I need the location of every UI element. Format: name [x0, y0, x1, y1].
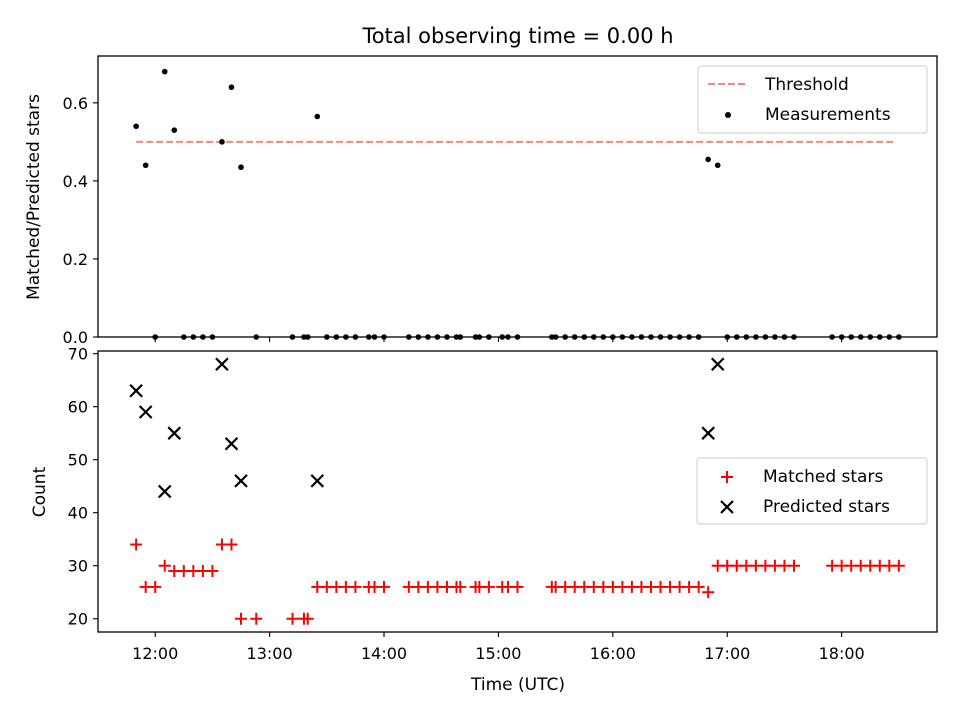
matched-stars-point [482, 580, 495, 593]
matched-stars-point [149, 580, 162, 593]
measurements-point [714, 162, 721, 169]
x-tick-label: 12:00 [132, 644, 178, 663]
matched-stars-point [301, 612, 314, 625]
predicted-stars-point [167, 426, 182, 440]
bottom-y-tick-label: 50 [68, 451, 88, 470]
x-tick-label: 14:00 [361, 644, 407, 663]
x-axis-label: Time (UTC) [470, 675, 565, 695]
predicted-stars-point [224, 437, 239, 451]
legend-predicted-label: Predicted stars [763, 497, 890, 517]
x-tick-label: 17:00 [704, 644, 750, 663]
measurements-point [171, 127, 178, 133]
measurements-point [133, 123, 139, 130]
measurements-point [142, 162, 149, 169]
measurements-point [161, 68, 168, 75]
bottom-legend-frame [696, 457, 928, 525]
bottom-panel: 20 30 40 50 60 70 12:00 13:00 14:00 15:00 16:00 17:… [68, 345, 938, 663]
measurements-point [228, 84, 235, 91]
bottom-y-tick-label: 40 [68, 504, 88, 523]
bottom-y-tick-label: 70 [68, 345, 88, 364]
legend-measurements-label: Measurements [765, 105, 891, 125]
bottom-y-tick-label: 20 [68, 610, 88, 629]
chart-title: Total observing time = 0.00 h [361, 24, 673, 48]
measurements-point [219, 139, 225, 145]
matched-stars-point [349, 580, 362, 593]
predicted-stars-point [310, 474, 325, 488]
top-legend-frame [697, 65, 928, 134]
top-y-tick-label: 0.0 [63, 328, 88, 347]
bottom-y-tick-label: 30 [68, 557, 88, 576]
x-tick-label: 13:00 [247, 644, 293, 663]
bottom-y-tick-label: 60 [68, 398, 88, 417]
predicted-stars-point [138, 405, 153, 419]
predicted-stars-point [129, 383, 143, 398]
top-y-tick-label: 0.6 [63, 94, 88, 113]
predicted-stars-point [710, 357, 725, 372]
x-tick-label: 16:00 [590, 644, 636, 663]
top-y-axis-label: Matched/Predicted stars [24, 94, 44, 300]
matched-stars-point [206, 565, 219, 578]
predicted-stars-point [157, 484, 172, 499]
bottom-legend: Matched stars Predicted stars [696, 457, 928, 525]
matched-stars-point [454, 580, 467, 593]
bottom-plot-frame [97, 350, 938, 633]
legend-predicted-swatch [720, 500, 734, 514]
bottom-y-axis-label: Count [30, 466, 50, 517]
matched-stars-point [702, 586, 715, 599]
top-y-tick-label: 0.2 [63, 250, 88, 269]
matched-stars-point [235, 612, 248, 625]
matched-stars-point [378, 580, 391, 593]
legend-threshold-label: Threshold [764, 75, 849, 95]
measurements-point [238, 164, 244, 171]
matched-stars-point [286, 612, 299, 625]
x-tick-label: 15:00 [475, 644, 521, 663]
measurements-point [705, 156, 711, 163]
matched-stars-point [692, 580, 705, 593]
top-panel: 0.0 0.2 0.4 0.6 [63, 55, 938, 347]
matched-stars-point [130, 538, 143, 551]
measurements-point [314, 113, 321, 120]
matched-stars-point [158, 559, 171, 572]
x-tick-label: 18:00 [819, 644, 865, 663]
matched-stars-point [892, 559, 905, 572]
matched-stars-point [511, 580, 524, 593]
legend-matched-swatch [721, 471, 733, 483]
top-legend: Threshold Measurements [697, 65, 928, 134]
legend-matched-label: Matched stars [763, 467, 883, 487]
legend-measurements-swatch [725, 112, 731, 118]
matched-stars-point [250, 612, 263, 625]
matched-stars-point [787, 559, 800, 572]
top-plot-frame [97, 55, 938, 338]
predicted-stars-point [215, 357, 229, 372]
top-y-tick-label: 0.4 [63, 172, 88, 191]
predicted-stars-point [701, 426, 715, 440]
matched-stars-point [225, 538, 238, 551]
predicted-stars-point [234, 474, 248, 488]
